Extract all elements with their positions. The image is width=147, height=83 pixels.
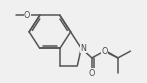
Text: O: O — [24, 11, 30, 20]
Text: O: O — [89, 69, 95, 78]
Text: O: O — [101, 47, 108, 56]
Text: N: N — [80, 44, 86, 53]
